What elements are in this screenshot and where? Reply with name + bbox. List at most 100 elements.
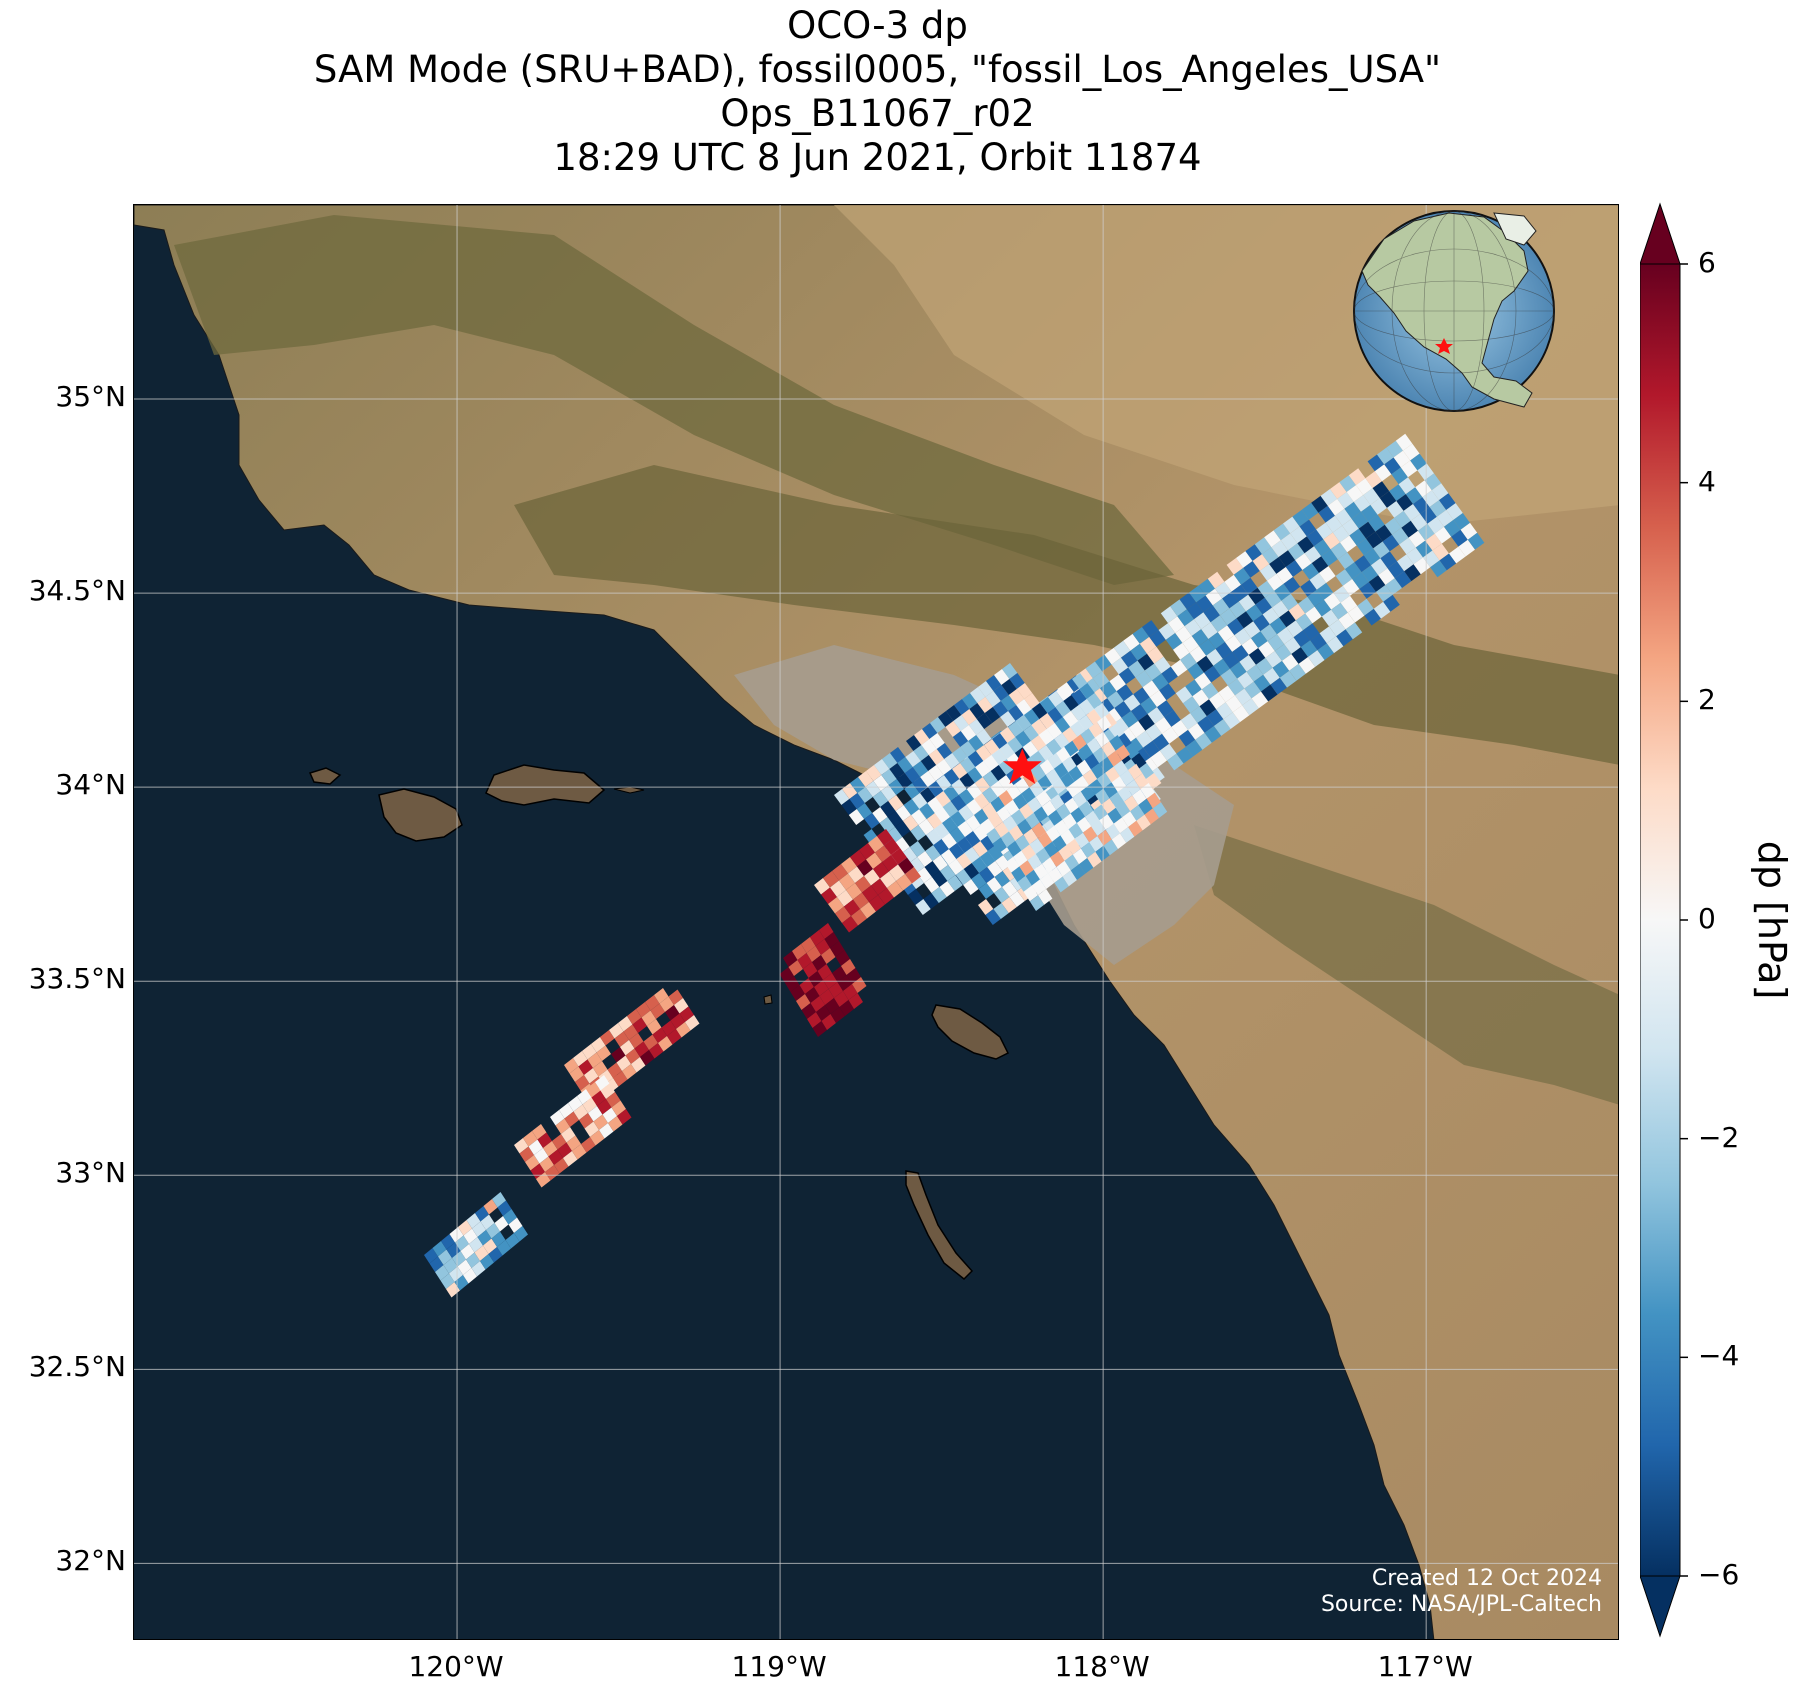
sounding-pixel: [617, 1109, 632, 1125]
sounding-pixel: [1052, 778, 1067, 795]
sounding-pixel: [1265, 651, 1282, 668]
sounding-pixel: [996, 806, 1011, 822]
sounding-pixel: [424, 1248, 438, 1264]
sounding-pixel: [1130, 805, 1145, 821]
sounding-pixel: [1269, 557, 1286, 574]
sounding-pixel: [1269, 617, 1287, 635]
sounding-pixel: [796, 994, 811, 1010]
sounding-pixel: [1253, 674, 1271, 692]
sounding-pixel: [1093, 804, 1108, 821]
sounding-pixel: [582, 1044, 597, 1060]
sounding-pixel: [1189, 645, 1207, 663]
sounding-pixel: [920, 787, 936, 803]
sounding-pixel: [550, 1110, 565, 1126]
sounding-pixel: [1009, 673, 1025, 689]
island-san-miguel: [308, 767, 342, 785]
sounding-pixel: [1263, 667, 1280, 685]
sounding-pixel: [1005, 856, 1020, 873]
sounding-pixel: [986, 877, 1002, 893]
sounding-pixel: [896, 874, 912, 891]
island-san-clemente: [905, 1170, 974, 1281]
sounding-pixel: [1273, 523, 1291, 541]
sounding-pixel: [887, 811, 903, 827]
sounding-pixel: [486, 1223, 500, 1239]
sounding-pixel: [843, 984, 858, 1000]
sounding-pixel: [1016, 683, 1033, 699]
sounding-pixel: [519, 1146, 534, 1162]
sounding-pixel: [1086, 737, 1102, 754]
sounding-pixel: [866, 852, 882, 869]
sounding-pixel: [903, 815, 919, 831]
sounding-pixel: [860, 902, 876, 919]
sounding-pixel: [1423, 550, 1440, 568]
sounding-pixel: [918, 819, 935, 835]
sounding-pixel: [783, 951, 798, 967]
sounding-pixel: [1111, 657, 1129, 675]
sounding-pixel: [926, 813, 943, 829]
sounding-pixel: [807, 1012, 822, 1028]
sounding-pixel: [975, 761, 991, 777]
sounding-pixel: [1225, 635, 1242, 652]
sounding-pixel: [1394, 571, 1412, 588]
sounding-pixel: [1336, 629, 1353, 647]
sounding-pixel: [866, 765, 882, 781]
sounding-pixel: [932, 855, 948, 871]
sounding-pixel: [1367, 454, 1385, 472]
sounding-pixel: [1251, 691, 1269, 709]
sounding-pixel: [1432, 543, 1449, 561]
sounding-pixel: [1243, 621, 1261, 639]
swath-offshore-2: [779, 923, 867, 1037]
sounding-pixel: [920, 755, 937, 771]
sounding-pixel: [917, 851, 933, 867]
sounding-pixel: [1152, 673, 1169, 691]
sounding-pixel: [812, 1021, 827, 1037]
sounding-pixel: [1070, 721, 1086, 737]
sounding-pixel: [850, 777, 866, 793]
sounding-pixel: [1008, 721, 1024, 737]
sounding-pixel: [1142, 680, 1160, 698]
sounding-pixel: [1017, 876, 1032, 892]
sounding-pixel: [944, 753, 960, 769]
sounding-pixel: [564, 1111, 579, 1127]
sounding-pixel: [1002, 663, 1018, 679]
sounding-pixel: [1288, 603, 1306, 621]
sounding-pixel: [1239, 654, 1256, 672]
sounding-pixel: [537, 1132, 552, 1148]
sounding-pixel: [995, 855, 1011, 871]
sounding-pixel: [676, 1022, 691, 1038]
sounding-pixel: [1179, 592, 1197, 610]
sounding-pixel: [1337, 492, 1354, 509]
sounding-pixel: [650, 1003, 665, 1019]
sounding-pixel: [1154, 717, 1172, 734]
sounding-pixel: [1321, 609, 1339, 627]
sounding-pixel: [1293, 630, 1311, 648]
sounding-pixel: [1097, 715, 1112, 732]
sounding-pixel: [1015, 777, 1030, 794]
latitude-tick-label: 33°N: [55, 1156, 126, 1190]
sounding-pixel: [1115, 801, 1131, 818]
sounding-pixel: [1278, 550, 1296, 567]
sounding-pixel: [1184, 619, 1202, 636]
sounding-pixel: [1089, 836, 1104, 852]
sounding-pixel: [1241, 638, 1259, 655]
sounding-pixel: [1201, 682, 1219, 700]
sounding-pixel: [1262, 547, 1279, 564]
sounding-pixel: [1340, 595, 1358, 613]
sounding-pixel: [976, 713, 993, 729]
sounding-pixel: [880, 801, 896, 817]
sounding-pixel: [976, 729, 992, 745]
sounding-pixel: [548, 1149, 563, 1165]
sounding-pixel: [1356, 538, 1374, 556]
sounding-pixel: [949, 827, 965, 843]
sounding-pixel: [1047, 753, 1063, 769]
sounding-pixel: [1079, 858, 1094, 874]
sounding-pixel: [986, 828, 1001, 844]
sounding-pixel: [1076, 759, 1091, 776]
sounding-pixel: [1109, 674, 1126, 692]
sounding-pixel: [974, 793, 990, 809]
sounding-pixel: [1074, 832, 1090, 849]
sounding-pixel: [1138, 798, 1153, 815]
sounding-pixel: [1236, 611, 1254, 629]
sounding-pixel: [1264, 530, 1281, 548]
sounding-pixel: [978, 681, 994, 697]
